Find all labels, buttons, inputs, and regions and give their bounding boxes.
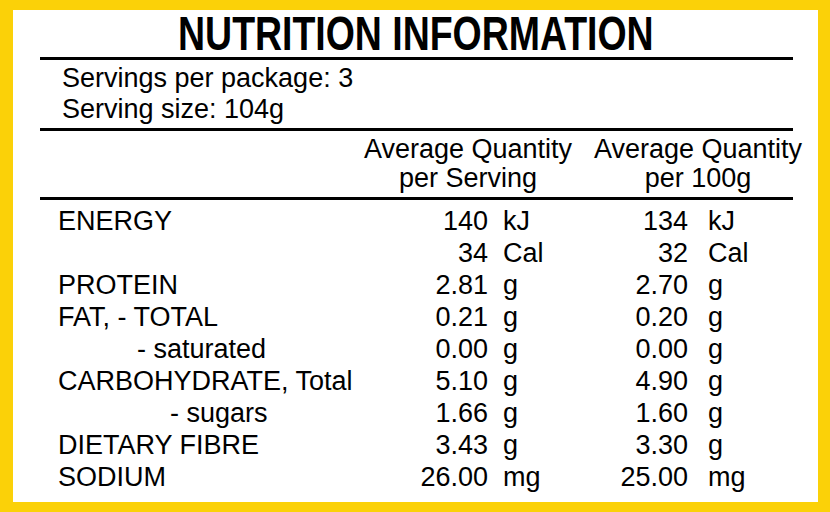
value-per-serving: 1.66 xyxy=(348,397,488,429)
value-per-100g: 2.70 xyxy=(588,269,688,301)
divider-under-serving-info xyxy=(40,128,793,131)
unit-per-serving: g xyxy=(488,333,588,365)
row-fat-total: FAT, - TOTAL 0.21 g 0.20 g xyxy=(13,301,818,333)
value-per-serving: 34 xyxy=(348,237,488,269)
unit-per-100g: g xyxy=(688,429,808,461)
value-per-100g: 134 xyxy=(588,205,688,237)
nutrition-title: NUTRITION INFORMATION xyxy=(178,11,654,57)
column-header-per-serving-line1: Average Quantity xyxy=(348,135,588,164)
nutrient-label: PROTEIN xyxy=(58,269,348,301)
value-per-serving: 0.00 xyxy=(348,333,488,365)
value-per-100g: 32 xyxy=(588,237,688,269)
unit-per-100g: g xyxy=(688,269,808,301)
unit-per-serving: mg xyxy=(488,461,588,493)
nutrient-label: ENERGY xyxy=(58,205,348,237)
nutrient-label: SODIUM xyxy=(58,461,348,493)
title-band: NUTRITION INFORMATION xyxy=(13,11,818,57)
column-header-per-100g-line2: per 100g xyxy=(588,164,808,193)
column-header-per-100g-line1: Average Quantity xyxy=(588,135,808,164)
row-protein: PROTEIN 2.81 g 2.70 g xyxy=(13,269,818,301)
row-dietary-fibre: DIETARY FIBRE 3.43 g 3.30 g xyxy=(13,429,818,461)
nutrient-table: ENERGY 140 kJ 134 kJ 34 Cal 32 Cal PROTE… xyxy=(13,205,818,493)
unit-per-100g: g xyxy=(688,397,808,429)
unit-per-serving: kJ xyxy=(488,205,588,237)
row-carbohydrate-total: CARBOHYDRATE, Total 5.10 g 4.90 g xyxy=(13,365,818,397)
unit-per-serving: Cal xyxy=(488,237,588,269)
column-header-per-serving: Average Quantity per Serving xyxy=(348,135,588,193)
serving-size: Serving size: 104g xyxy=(62,94,818,125)
nutrient-label: - sugars xyxy=(58,397,348,429)
unit-per-100g: Cal xyxy=(688,237,808,269)
nutrition-label-content: NUTRITION INFORMATION Servings per packa… xyxy=(13,11,818,503)
servings-per-package: Servings per package: 3 xyxy=(62,63,818,94)
unit-per-serving: g xyxy=(488,429,588,461)
unit-per-100g: g xyxy=(688,301,808,333)
column-header-per-100g: Average Quantity per 100g xyxy=(588,135,808,193)
divider-under-column-headers xyxy=(40,197,793,200)
nutrient-label: CARBOHYDRATE, Total xyxy=(58,365,348,397)
unit-per-serving: g xyxy=(488,365,588,397)
row-carbohydrate-sugars: - sugars 1.66 g 1.60 g xyxy=(13,397,818,429)
value-per-serving: 5.10 xyxy=(348,365,488,397)
unit-per-serving: g xyxy=(488,397,588,429)
value-per-serving: 140 xyxy=(348,205,488,237)
unit-per-serving: g xyxy=(488,269,588,301)
column-header-per-serving-line2: per Serving xyxy=(348,164,588,193)
value-per-100g: 1.60 xyxy=(588,397,688,429)
value-per-serving: 0.21 xyxy=(348,301,488,333)
value-per-serving: 2.81 xyxy=(348,269,488,301)
row-energy: ENERGY 140 kJ 134 kJ xyxy=(13,205,818,237)
value-per-serving: 26.00 xyxy=(348,461,488,493)
row-sodium: SODIUM 26.00 mg 25.00 mg xyxy=(13,461,818,493)
nutrient-label: DIETARY FIBRE xyxy=(58,429,348,461)
value-per-100g: 3.30 xyxy=(588,429,688,461)
value-per-100g: 0.20 xyxy=(588,301,688,333)
row-energy-calories: 34 Cal 32 Cal xyxy=(13,237,818,269)
nutrient-label: - saturated xyxy=(58,333,348,365)
serving-info: Servings per package: 3 Serving size: 10… xyxy=(13,63,818,125)
unit-per-100g: g xyxy=(688,365,808,397)
unit-per-100g: g xyxy=(688,333,808,365)
value-per-100g: 25.00 xyxy=(588,461,688,493)
value-per-100g: 4.90 xyxy=(588,365,688,397)
row-fat-saturated: - saturated 0.00 g 0.00 g xyxy=(13,333,818,365)
column-header-row: Average Quantity per Serving Average Qua… xyxy=(13,135,818,193)
value-per-100g: 0.00 xyxy=(588,333,688,365)
nutrient-label: FAT, - TOTAL xyxy=(58,301,348,333)
unit-per-100g: mg xyxy=(688,461,808,493)
unit-per-serving: g xyxy=(488,301,588,333)
unit-per-100g: kJ xyxy=(688,205,808,237)
nutrition-label: NUTRITION INFORMATION Servings per packa… xyxy=(0,0,830,512)
nutrient-label xyxy=(58,237,348,269)
value-per-serving: 3.43 xyxy=(348,429,488,461)
